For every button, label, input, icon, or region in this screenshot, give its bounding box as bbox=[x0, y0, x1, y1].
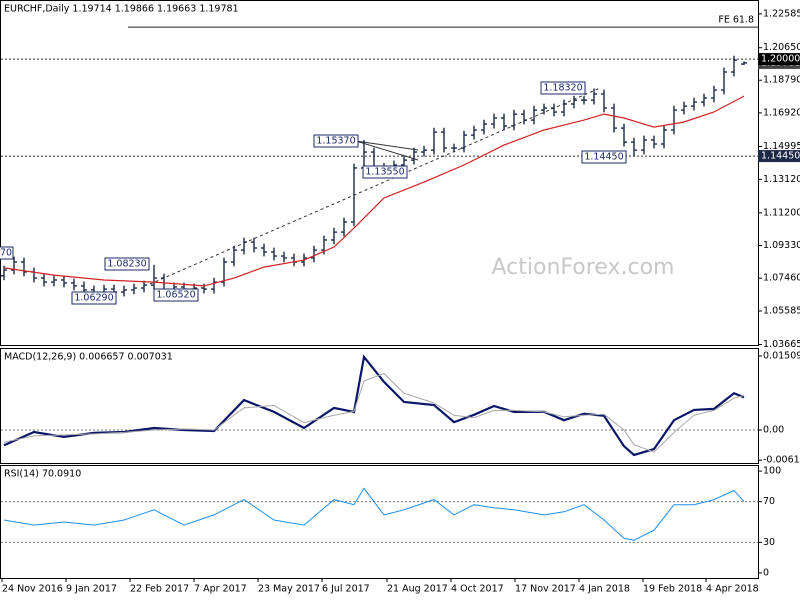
level-label: 1.14450 bbox=[761, 151, 800, 162]
panel-frame bbox=[0, 0, 759, 346]
annotation-label: 1.18320 bbox=[543, 83, 582, 94]
indicator-line bbox=[3, 487, 745, 541]
panel-frame bbox=[0, 348, 759, 464]
panel-title: MACD(12,26,9) 0.006657 0.007031 bbox=[4, 352, 173, 363]
y-tick-label: 30 bbox=[763, 537, 775, 548]
y-tick-label: 70 bbox=[763, 496, 775, 507]
trend-line bbox=[355, 140, 419, 151]
annotation-label: 70 bbox=[0, 248, 12, 259]
annotation-label: 1.14450 bbox=[584, 152, 623, 163]
x-tick-label: 23 May 2017 bbox=[258, 584, 320, 595]
annotation-label: 1.06290 bbox=[74, 293, 113, 304]
level-label: 1.20000 bbox=[761, 54, 800, 65]
annotation-box bbox=[0, 246, 14, 260]
y-tick-label: 1.03665 bbox=[763, 339, 800, 350]
x-tick-label: 7 Apr 2017 bbox=[194, 584, 247, 595]
annotation-box bbox=[540, 81, 586, 95]
x-tick-label: 17 Nov 2017 bbox=[515, 584, 576, 595]
y-tick-label: 1.11200 bbox=[763, 207, 800, 218]
x-tick-label: 19 Feb 2018 bbox=[643, 584, 702, 595]
annotation-label: 1.15370 bbox=[316, 136, 355, 147]
panel-title: RSI(14) 70.0910 bbox=[4, 469, 81, 480]
level-box bbox=[758, 53, 800, 66]
annotation-box bbox=[313, 134, 359, 148]
y-tick-label: 1.16920 bbox=[763, 107, 800, 118]
y-tick-label: 0.015092 bbox=[763, 350, 800, 361]
y-tick-label: 1.14995 bbox=[763, 141, 800, 152]
y-tick-label: 1.18790 bbox=[763, 75, 800, 86]
panel-title: EURCHF,Daily 1.19714 1.19866 1.19663 1.1… bbox=[4, 4, 239, 15]
annotation-box bbox=[153, 288, 199, 302]
x-tick-label: 4 Oct 2017 bbox=[451, 584, 504, 595]
annotation-box bbox=[104, 257, 150, 271]
annotation-label: 1.08230 bbox=[107, 259, 146, 270]
y-tick-label: 0 bbox=[763, 567, 769, 578]
y-tick-label: 1.20650 bbox=[763, 42, 800, 53]
x-tick-label: 21 Aug 2017 bbox=[387, 584, 448, 595]
y-tick-label: 1.05585 bbox=[763, 306, 800, 317]
indicator-line bbox=[3, 373, 745, 453]
panel-frame bbox=[0, 465, 759, 579]
annotation-label: 1.06520 bbox=[156, 290, 195, 301]
trend-line bbox=[355, 140, 419, 161]
level-box bbox=[758, 150, 800, 163]
y-tick-label: 1.22585 bbox=[763, 8, 800, 19]
annotation-box bbox=[71, 291, 117, 305]
y-tick-label: 1.07460 bbox=[763, 273, 800, 284]
x-tick-label: 9 Jan 2017 bbox=[66, 584, 117, 595]
x-tick-label: 4 Jan 2018 bbox=[579, 584, 630, 595]
moving-average bbox=[3, 95, 745, 287]
y-tick-label: 100 bbox=[763, 466, 781, 477]
annotation-label: 1.13550 bbox=[365, 167, 404, 178]
y-tick-label: 0.00 bbox=[763, 424, 784, 435]
fe-label: FE 61.8 bbox=[718, 15, 754, 26]
annotation-box bbox=[362, 165, 408, 179]
watermark: ActionForex.com bbox=[492, 255, 675, 280]
indicator-line bbox=[3, 354, 745, 457]
x-tick-label: 24 Nov 2016 bbox=[2, 584, 63, 595]
x-tick-label: 22 Feb 2017 bbox=[130, 584, 189, 595]
y-tick-label: 1.13120 bbox=[763, 174, 800, 185]
x-tick-label: 6 Jul 2017 bbox=[322, 584, 370, 595]
annotation-box bbox=[581, 150, 627, 164]
y-tick-label: 1.09330 bbox=[763, 240, 800, 251]
y-tick-label: -0.006163 bbox=[763, 455, 800, 466]
x-tick-label: 4 Apr 2018 bbox=[706, 584, 759, 595]
